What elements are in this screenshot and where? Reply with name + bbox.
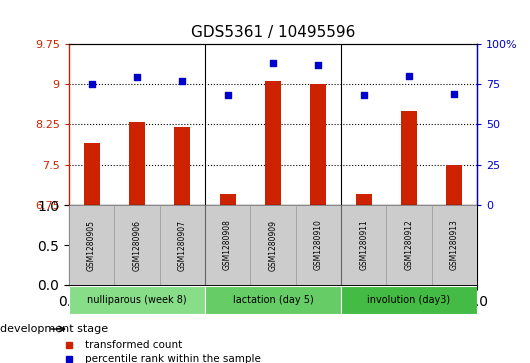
Point	[450, 91, 458, 97]
Text: GSM1280913: GSM1280913	[450, 220, 459, 270]
Point	[178, 78, 187, 83]
Point	[223, 92, 232, 98]
Text: GSM1280906: GSM1280906	[132, 220, 142, 270]
Bar	[341, 286, 477, 314]
Bar	[129, 122, 145, 205]
Bar	[250, 205, 296, 285]
Point	[269, 60, 277, 66]
Bar	[296, 205, 341, 285]
Bar	[174, 127, 190, 205]
Bar	[114, 205, 160, 285]
Text: nulliparous (week 8): nulliparous (week 8)	[87, 295, 187, 305]
Text: GSM1280908: GSM1280908	[223, 220, 232, 270]
Bar	[205, 286, 341, 314]
Bar	[446, 165, 462, 205]
Bar	[205, 205, 250, 285]
Bar	[311, 84, 326, 205]
Text: involution (day3): involution (day3)	[367, 295, 450, 305]
Bar	[160, 205, 205, 285]
Text: GSM1280907: GSM1280907	[178, 220, 187, 270]
Text: GSM1280909: GSM1280909	[269, 220, 277, 270]
Text: development stage: development stage	[0, 324, 108, 334]
Text: GSM1280912: GSM1280912	[404, 220, 413, 270]
Text: lactation (day 5): lactation (day 5)	[233, 295, 313, 305]
Bar	[341, 205, 386, 285]
Point	[405, 73, 413, 79]
Point	[87, 81, 96, 87]
Bar	[69, 205, 114, 285]
Bar	[265, 81, 281, 205]
Bar	[386, 205, 431, 285]
Bar	[69, 286, 205, 314]
Text: GSM1280910: GSM1280910	[314, 220, 323, 270]
Text: GSM1280905: GSM1280905	[87, 220, 96, 270]
Title: GDS5361 / 10495596: GDS5361 / 10495596	[191, 25, 355, 40]
Bar	[219, 194, 235, 205]
Bar	[431, 205, 477, 285]
Point	[132, 74, 141, 80]
Point	[314, 62, 323, 68]
Text: transformed count: transformed count	[85, 340, 182, 350]
Text: percentile rank within the sample: percentile rank within the sample	[85, 354, 261, 363]
Bar	[84, 143, 100, 205]
Bar	[356, 194, 372, 205]
Bar	[401, 111, 417, 205]
Point	[359, 92, 368, 98]
Text: GSM1280911: GSM1280911	[359, 220, 368, 270]
